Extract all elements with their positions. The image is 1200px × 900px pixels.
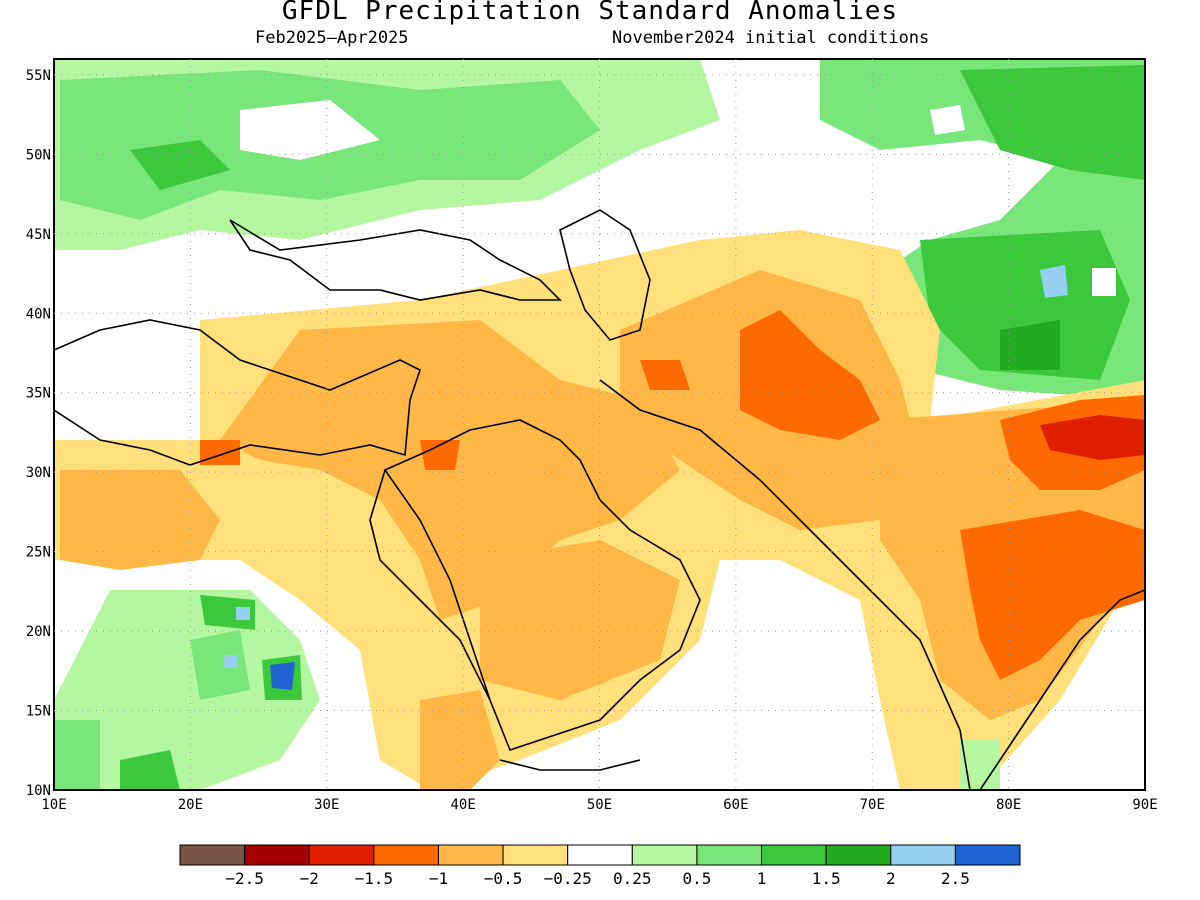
- lon-label: 70E: [860, 797, 885, 813]
- lat-label: 50N: [26, 147, 51, 163]
- lon-label: 80E: [996, 797, 1021, 813]
- lon-label: 90E: [1132, 797, 1157, 813]
- india-dry: [960, 510, 1145, 680]
- latitude-labels: 55N 50N 45N 40N 35N 30N 25N 20N 15N 10N: [26, 68, 51, 799]
- lat-label: 40N: [26, 306, 51, 322]
- lon-label: 50E: [587, 797, 612, 813]
- central-asia-wet-core: [960, 65, 1145, 180]
- color-bar-label: −0.5: [484, 869, 523, 888]
- lon-label: 20E: [178, 797, 203, 813]
- color-bar-swatch: [631, 844, 698, 866]
- lon-label: 30E: [314, 797, 339, 813]
- initial-conditions: November2024 initial conditions: [612, 28, 930, 48]
- lat-label: 10N: [26, 783, 51, 799]
- coastlines: [54, 209, 1145, 790]
- color-bar-label: 2.5: [941, 869, 970, 888]
- color-bar-swatch: [179, 844, 246, 866]
- color-bar-label: 2: [886, 869, 896, 888]
- color-bar-label: −0.25: [544, 869, 592, 888]
- lat-label: 20N: [26, 624, 51, 640]
- color-bar-swatch: [890, 844, 956, 866]
- map-title: GFDL Precipitation Standard Anomalies: [281, 0, 899, 26]
- color-bar-swatch: [696, 844, 763, 866]
- lat-label: 30N: [26, 465, 51, 481]
- gridlines: [54, 59, 1145, 790]
- color-bar-swatch: [825, 844, 892, 866]
- color-bar-label: −1.5: [355, 869, 394, 888]
- lat-label: 55N: [26, 68, 51, 84]
- iran-afghan-dry: [740, 310, 880, 440]
- lat-label: 15N: [26, 704, 51, 720]
- color-bar-swatch: [502, 844, 569, 866]
- color-bar-label: 1.5: [812, 869, 841, 888]
- color-bar-swatch: [567, 844, 633, 866]
- color-bar-swatch: [308, 844, 375, 866]
- lon-label: 40E: [450, 797, 475, 813]
- color-bar-label: 0.25: [613, 869, 652, 888]
- longitude-labels: 10E 20E 30E 40E 50E 60E 70E 80E 90E: [41, 797, 1157, 813]
- anomaly-field: [54, 59, 1145, 790]
- color-bar-swatch: [761, 844, 827, 866]
- color-bar-label: 1: [757, 869, 767, 888]
- lat-label: 35N: [26, 386, 51, 402]
- color-bar-label: −2.5: [225, 869, 264, 888]
- sudan-wet: [54, 590, 320, 790]
- lat-label: 25N: [26, 545, 51, 561]
- color-bar-label: −2: [300, 869, 319, 888]
- color-bar: [179, 844, 1021, 866]
- color-bar-label: 0.5: [682, 869, 711, 888]
- lon-label: 60E: [723, 797, 748, 813]
- lon-label: 10E: [41, 797, 66, 813]
- color-bar-swatch: [437, 844, 504, 866]
- lat-label: 45N: [26, 227, 51, 243]
- forecast-period: Feb2025–Apr2025: [255, 28, 409, 48]
- color-bar-swatch: [373, 844, 439, 866]
- color-bar-label: −1: [429, 869, 448, 888]
- color-bar-labels: −2.5 −2 −1.5 −1 −0.5 −0.25 0.25 0.5 1 1.5 2 2.5: [225, 869, 969, 888]
- color-bar-swatch: [954, 844, 1021, 866]
- color-bar-swatch: [244, 844, 310, 866]
